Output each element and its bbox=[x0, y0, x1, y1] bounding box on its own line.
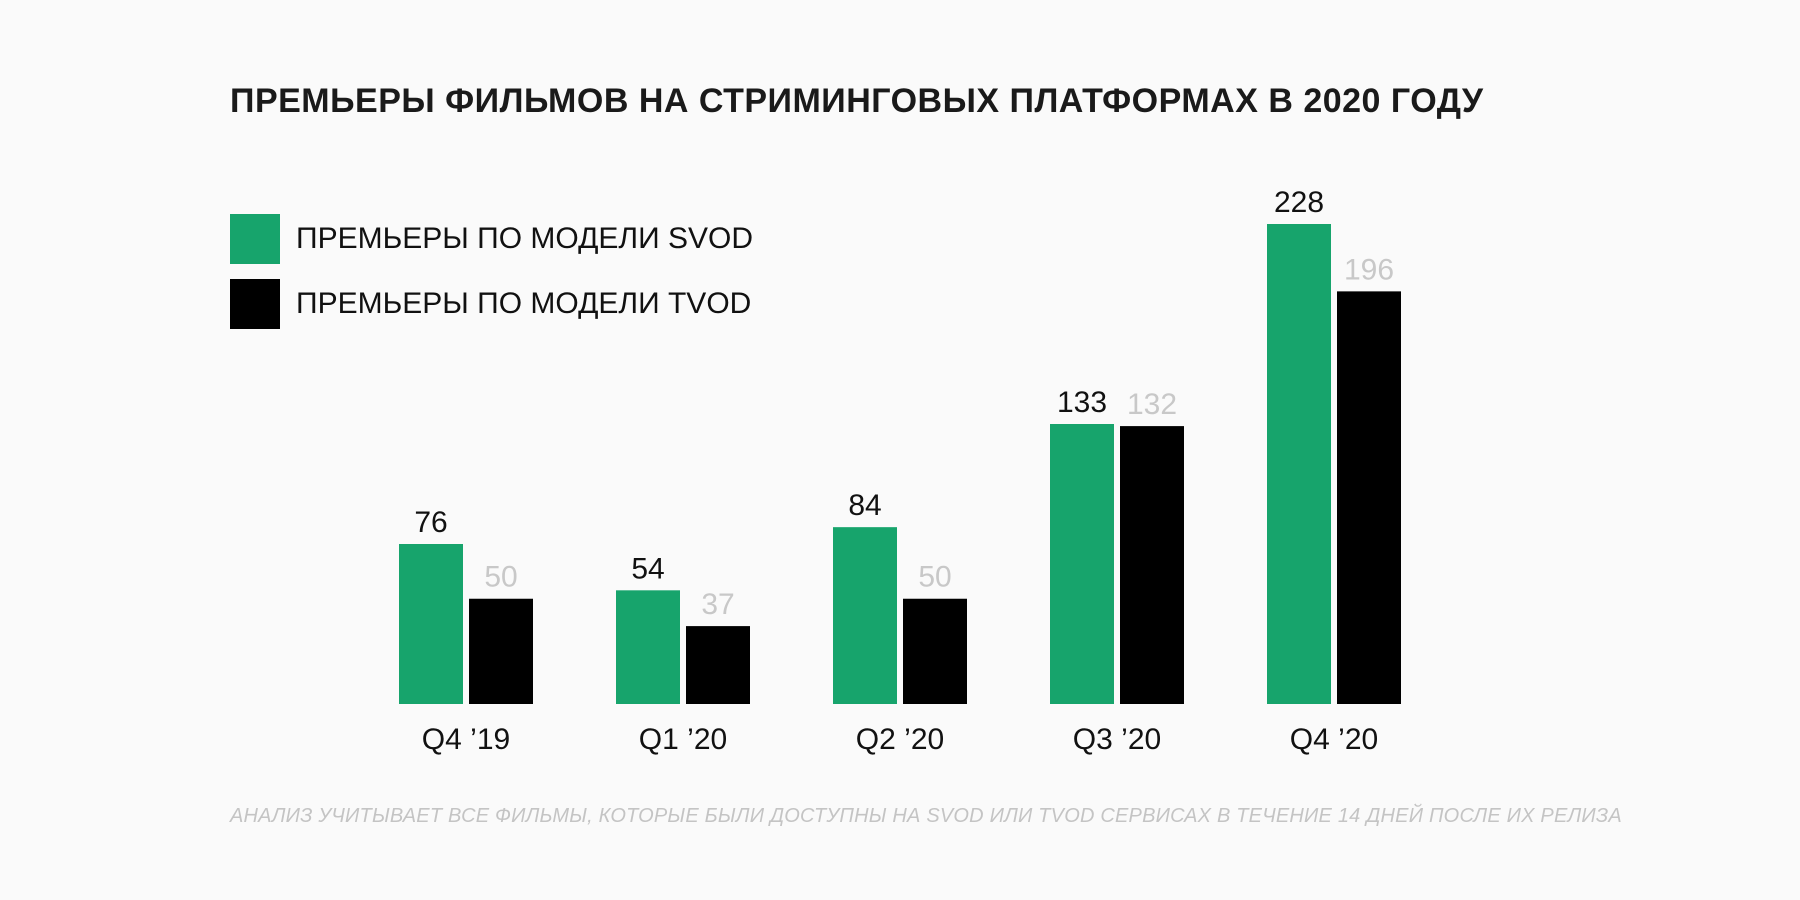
data-label-svod-q2-20: 84 bbox=[848, 489, 881, 522]
data-label-tvod-q4-20: 196 bbox=[1344, 253, 1394, 286]
legend-item-svod: ПРЕМЬЕРЫ ПО МОДЕЛИ SVOD bbox=[230, 214, 753, 264]
x-tick-label-q2-20: Q2 ’20 bbox=[856, 723, 944, 756]
x-tick-label-q1-20: Q1 ’20 bbox=[639, 723, 727, 756]
bar-tvod-q3-20 bbox=[1120, 426, 1184, 704]
legend-swatch-svod bbox=[230, 214, 280, 264]
data-label-tvod-q2-20: 50 bbox=[918, 561, 951, 594]
bar-tvod-q1-20 bbox=[686, 626, 750, 704]
data-label-svod-q4-19: 76 bbox=[414, 506, 447, 539]
data-label-svod-q3-20: 133 bbox=[1057, 386, 1107, 419]
legend-item-tvod: ПРЕМЬЕРЫ ПО МОДЕЛИ TVOD bbox=[230, 279, 753, 329]
x-tick-label-q3-20: Q3 ’20 bbox=[1073, 723, 1161, 756]
bar-svod-q4-20 bbox=[1267, 224, 1331, 704]
bar-svod-q1-20 bbox=[616, 590, 680, 704]
x-tick-label-q4-20: Q4 ’20 bbox=[1290, 723, 1378, 756]
chart-title: ПРЕМЬЕРЫ ФИЛЬМОВ НА СТРИМИНГОВЫХ ПЛАТФОР… bbox=[230, 82, 1484, 120]
bar-tvod-q2-20 bbox=[903, 598, 967, 704]
chart-footnote: АНАЛИЗ УЧИТЫВАЕТ ВСЕ ФИЛЬМЫ, КОТОРЫЕ БЫЛ… bbox=[230, 805, 1622, 827]
legend-label-svod: ПРЕМЬЕРЫ ПО МОДЕЛИ SVOD bbox=[296, 222, 754, 255]
x-tick-label-q4-19: Q4 ’19 bbox=[422, 723, 510, 756]
data-label-tvod-q1-20: 37 bbox=[701, 588, 734, 621]
data-label-svod-q4-20: 228 bbox=[1274, 186, 1324, 219]
bar-svod-q4-19 bbox=[399, 544, 463, 704]
data-label-tvod-q3-20: 132 bbox=[1127, 388, 1177, 421]
bar-tvod-q4-19 bbox=[469, 598, 533, 704]
chart-legend: ПРЕМЬЕРЫ ПО МОДЕЛИ SVOD ПРЕМЬЕРЫ ПО МОДЕ… bbox=[230, 214, 753, 344]
legend-swatch-tvod bbox=[230, 279, 280, 329]
legend-label-tvod: ПРЕМЬЕРЫ ПО МОДЕЛИ TVOD bbox=[296, 287, 752, 320]
bar-tvod-q4-20 bbox=[1337, 291, 1401, 704]
data-label-svod-q1-20: 54 bbox=[631, 552, 664, 585]
bar-svod-q3-20 bbox=[1050, 424, 1114, 704]
data-label-tvod-q4-19: 50 bbox=[484, 561, 517, 594]
bar-svod-q2-20 bbox=[833, 527, 897, 704]
